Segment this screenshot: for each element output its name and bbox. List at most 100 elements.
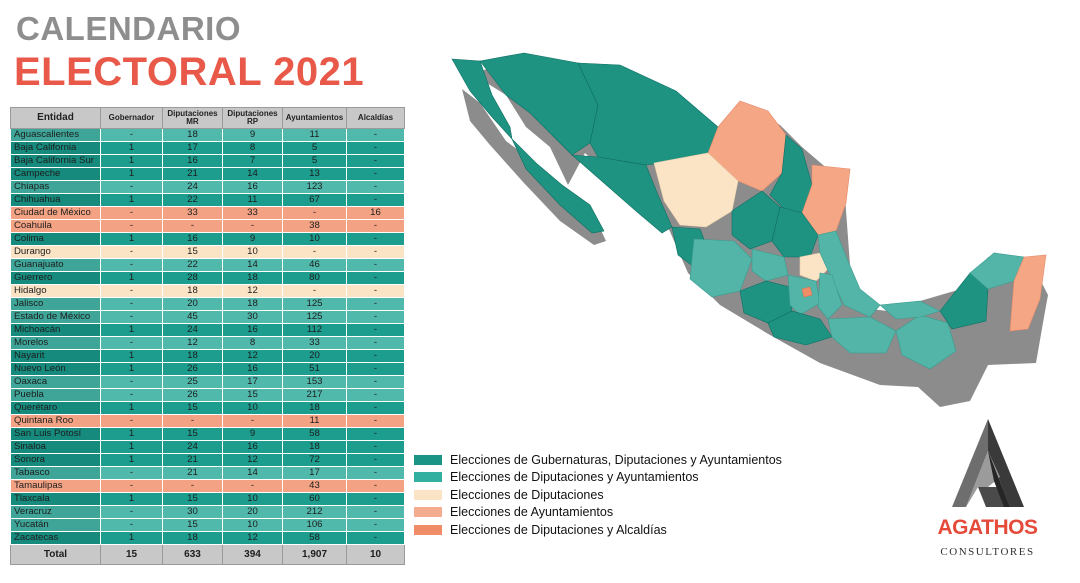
state-sonora — [479, 52, 599, 156]
cell-entidad: Nuevo León — [10, 362, 101, 376]
cell-entidad: Estado de México — [10, 310, 101, 324]
cell-gobernador: - — [100, 466, 163, 480]
cell-ayuntamientos: 60 — [282, 492, 347, 506]
table-row: Puebla -26 15 217- — [10, 388, 405, 402]
cell-diputaciones-mr: 25 — [162, 375, 223, 389]
total-alcaldias: 10 — [346, 544, 405, 565]
cell-diputaciones-rp: 33 — [222, 206, 283, 220]
cell-alcaldias: - — [346, 349, 405, 363]
cell-entidad: Tlaxcala — [10, 492, 101, 506]
cell-alcaldias: - — [346, 219, 405, 233]
cell-entidad: Aguascalientes — [10, 128, 101, 142]
cell-alcaldias: - — [346, 362, 405, 376]
cell-ayuntamientos: 17 — [282, 466, 347, 480]
cell-diputaciones-rp: 10 — [222, 518, 283, 532]
cell-gobernador: - — [100, 310, 163, 324]
cell-alcaldias: - — [346, 154, 405, 168]
cell-alcaldias: - — [346, 518, 405, 532]
cell-entidad: Durango — [10, 245, 101, 259]
cell-diputaciones-rp: 12 — [222, 284, 283, 298]
cell-entidad: Hidalgo — [10, 284, 101, 298]
table-row: Sinaloa 1 24 16 18- — [10, 440, 405, 454]
cell-diputaciones-mr: 20 — [162, 297, 223, 311]
header-entidad: Entidad — [10, 107, 101, 129]
legend-swatch — [414, 489, 442, 500]
cell-diputaciones-rp: 18 — [222, 271, 283, 285]
cell-entidad: Coahuila — [10, 219, 101, 233]
total-label: Total — [10, 544, 101, 565]
cell-diputaciones-mr: 21 — [162, 466, 223, 480]
table-row: Estado de México -45 30 125- — [10, 310, 405, 324]
cell-entidad: Querétaro — [10, 401, 101, 415]
cell-gobernador: - — [100, 284, 163, 298]
map-legend: Elecciones de Gubernaturas, Diputaciones… — [414, 451, 782, 539]
cell-alcaldias: - — [346, 505, 405, 519]
map-states — [451, 52, 1047, 370]
state-campeche — [939, 272, 989, 330]
cell-diputaciones-mr: 15 — [162, 401, 223, 415]
cell-gobernador: - — [100, 245, 163, 259]
cell-alcaldias: - — [346, 284, 405, 298]
cell-alcaldias: - — [346, 128, 405, 142]
cell-ayuntamientos: 125 — [282, 297, 347, 311]
cell-gobernador: 1 — [100, 427, 163, 441]
cell-alcaldias: - — [346, 401, 405, 415]
logo-name: AGATHOS — [937, 516, 1038, 539]
legend-swatch — [414, 472, 442, 483]
cell-alcaldias: - — [346, 258, 405, 272]
table-row: Baja California 1 17 8 5- — [10, 141, 405, 155]
cell-gobernador: 1 — [100, 453, 163, 467]
cell-ayuntamientos: 38 — [282, 219, 347, 233]
cell-diputaciones-rp: 12 — [222, 531, 283, 545]
table-row: Campeche 1 21 14 13- — [10, 167, 405, 181]
legend-item-ayuntamientos: Elecciones de Ayuntamientos — [414, 504, 782, 522]
cell-entidad: Quintana Roo — [10, 414, 101, 428]
cell-gobernador: 1 — [100, 271, 163, 285]
cell-ayuntamientos: 11 — [282, 414, 347, 428]
cell-gobernador: - — [100, 518, 163, 532]
cell-entidad: Zacatecas — [10, 531, 101, 545]
table-row: Michoacán 1 24 16 112- — [10, 323, 405, 337]
cell-ayuntamientos: - — [282, 206, 347, 220]
cell-gobernador: - — [100, 414, 163, 428]
state-puebla — [817, 272, 843, 320]
table-row: Guanajuato -22 14 46- — [10, 258, 405, 272]
cell-ayuntamientos: - — [282, 284, 347, 298]
cell-diputaciones-rp: 16 — [222, 323, 283, 337]
cell-diputaciones-rp: 8 — [222, 141, 283, 155]
header-gobernador: Gobernador — [100, 107, 163, 129]
cell-diputaciones-mr: 18 — [162, 531, 223, 545]
cell-entidad: Colima — [10, 232, 101, 246]
cell-diputaciones-mr: 45 — [162, 310, 223, 324]
agathos-logo-icon — [951, 419, 1024, 507]
cell-gobernador: 1 — [100, 531, 163, 545]
table-row: San Luis Potosí 1 15 9 58- — [10, 427, 405, 441]
state-ciudad-de-mexico — [801, 286, 813, 298]
electoral-table: Entidad Gobernador Diputaciones MR Diput… — [10, 107, 405, 565]
cell-diputaciones-mr: 22 — [162, 193, 223, 207]
legend-label: Elecciones de Diputaciones y Alcaldías — [450, 522, 667, 537]
cell-alcaldias: - — [346, 245, 405, 259]
table-row: Nuevo León 1 26 16 51- — [10, 362, 405, 376]
table-row: Morelos -12 8 33- — [10, 336, 405, 350]
cell-alcaldias: - — [346, 167, 405, 181]
cell-gobernador: - — [100, 336, 163, 350]
cell-diputaciones-mr: - — [162, 479, 223, 493]
cell-diputaciones-mr: 15 — [162, 245, 223, 259]
cell-diputaciones-rp: 16 — [222, 362, 283, 376]
table-row: Durango -15 10- - — [10, 245, 405, 259]
cell-entidad: Ciudad de México — [10, 206, 101, 220]
cell-diputaciones-rp: - — [222, 414, 283, 428]
cell-alcaldias: - — [346, 141, 405, 155]
cell-ayuntamientos: 67 — [282, 193, 347, 207]
cell-diputaciones-mr: 26 — [162, 388, 223, 402]
title-calendario: CALENDARIO — [16, 10, 241, 47]
cell-gobernador: - — [100, 479, 163, 493]
cell-diputaciones-mr: 18 — [162, 349, 223, 363]
cell-diputaciones-mr: 15 — [162, 518, 223, 532]
mexico-map — [451, 52, 1048, 407]
cell-diputaciones-mr: - — [162, 219, 223, 233]
table-row: Quintana Roo - - -11- — [10, 414, 405, 428]
cell-gobernador: - — [100, 388, 163, 402]
cell-ayuntamientos: 58 — [282, 427, 347, 441]
